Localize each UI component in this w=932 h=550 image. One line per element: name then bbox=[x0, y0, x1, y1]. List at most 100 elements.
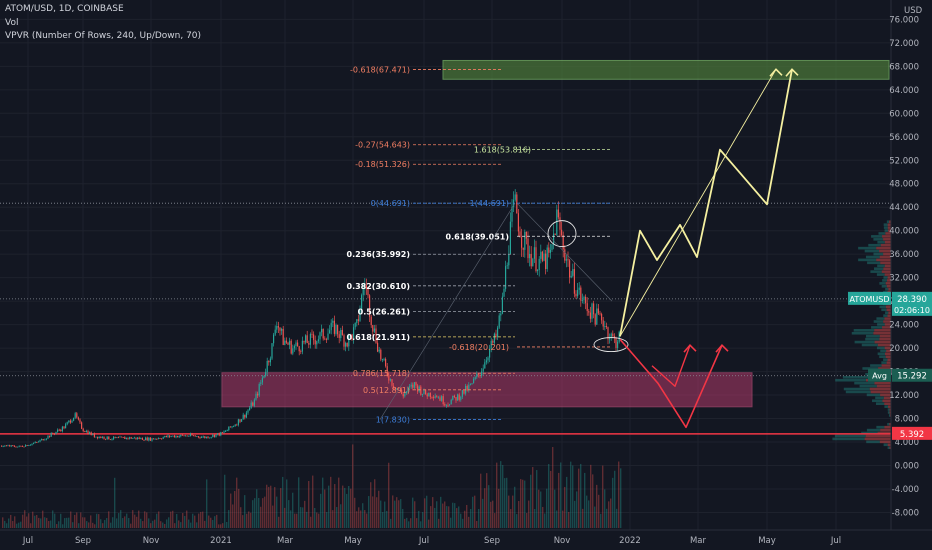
candle-body bbox=[17, 446, 19, 448]
candle-body bbox=[389, 379, 391, 381]
avg-tag-bg bbox=[868, 368, 891, 382]
volume-bar bbox=[4, 520, 6, 528]
candle-body bbox=[356, 319, 358, 324]
volume-bar bbox=[304, 500, 306, 528]
vpvr-row-down bbox=[876, 246, 891, 250]
volume-bar bbox=[14, 516, 16, 528]
vpvr-row-up bbox=[873, 320, 884, 323]
volume-bar bbox=[290, 510, 292, 528]
candle-body bbox=[337, 324, 339, 335]
candle-body bbox=[604, 326, 606, 327]
candle-body bbox=[236, 424, 238, 426]
volume-bar bbox=[256, 489, 258, 528]
candle-body bbox=[189, 433, 191, 436]
volume-bar bbox=[366, 513, 368, 528]
candle-body bbox=[84, 431, 86, 433]
candle-body bbox=[255, 393, 257, 400]
vpvr-row-up bbox=[873, 267, 884, 270]
candle-body bbox=[565, 259, 567, 261]
volume-bar bbox=[554, 489, 556, 528]
volume-bar bbox=[606, 508, 608, 528]
candle-body bbox=[397, 388, 399, 390]
vpvr-row-down bbox=[884, 402, 891, 405]
volume-bar bbox=[592, 474, 594, 528]
vpvr-row-up bbox=[883, 358, 888, 361]
price-tick-label: 40.000 bbox=[889, 227, 919, 237]
volume-bar bbox=[170, 511, 172, 528]
volume-bar bbox=[204, 520, 206, 528]
vpvr-row-up bbox=[873, 238, 884, 241]
candle-body bbox=[612, 333, 614, 336]
candle-body bbox=[133, 437, 135, 439]
time-tick-label: Nov bbox=[143, 536, 160, 546]
candle-body bbox=[284, 340, 286, 345]
volume-bar bbox=[494, 513, 496, 528]
candle-body bbox=[607, 327, 609, 340]
candle-body bbox=[415, 382, 417, 386]
candle-body bbox=[130, 437, 132, 439]
vpvr-row-down bbox=[879, 337, 891, 341]
candle-body bbox=[533, 247, 535, 259]
candle-body bbox=[229, 426, 231, 428]
volume-bar bbox=[424, 498, 426, 528]
candle-body bbox=[132, 438, 134, 439]
vpvr-row-up bbox=[875, 396, 884, 400]
volume-bar bbox=[338, 477, 340, 528]
candle-body bbox=[167, 435, 169, 437]
vpvr-row-up bbox=[865, 337, 880, 341]
candle-body bbox=[378, 349, 380, 352]
fib-0382-label: 0.382(30.610) bbox=[347, 282, 411, 291]
candle-body bbox=[501, 296, 503, 314]
vpvr-row-up bbox=[887, 422, 890, 426]
volume-bar bbox=[444, 501, 446, 528]
candle-body bbox=[12, 445, 14, 447]
vpvr-row-up bbox=[853, 329, 875, 332]
fib2-1-label: 1(44.691) bbox=[470, 199, 509, 208]
candle-body bbox=[327, 333, 329, 340]
symbol-title[interactable]: ATOM/USD, 1D, COINBASE bbox=[5, 4, 124, 14]
volume-bar bbox=[174, 523, 176, 528]
volume-bar bbox=[298, 477, 300, 528]
vpvr-row-down bbox=[887, 226, 891, 229]
volume-bar bbox=[576, 491, 578, 528]
candle-body bbox=[263, 375, 265, 378]
candle-body bbox=[42, 439, 44, 441]
volume-bar bbox=[430, 506, 432, 528]
volume-bar bbox=[418, 510, 420, 528]
volume-bar bbox=[572, 465, 574, 528]
vpvr-row-down bbox=[876, 258, 891, 262]
candle-body bbox=[285, 340, 287, 343]
volume-bar bbox=[330, 476, 332, 528]
candle-body bbox=[541, 251, 543, 261]
volume-bar bbox=[178, 520, 180, 528]
volume-bar bbox=[48, 520, 50, 528]
volume-bar bbox=[336, 507, 338, 528]
time-tick-label: Jul bbox=[830, 536, 841, 546]
volume-bar bbox=[340, 504, 342, 528]
volume-bar bbox=[112, 517, 114, 528]
volume-bar bbox=[334, 484, 336, 528]
vpvr-row-up bbox=[875, 402, 885, 405]
candle-body bbox=[268, 360, 270, 363]
candle-body bbox=[116, 437, 118, 439]
candle-body bbox=[213, 434, 215, 437]
volume-bar bbox=[306, 511, 308, 528]
vpvr-indicator-label[interactable]: VPVR (Number Of Rows, 240, Up/Down, 70) bbox=[5, 31, 202, 41]
candle-body bbox=[346, 342, 348, 347]
candle-body bbox=[522, 247, 524, 250]
volume-bar bbox=[578, 468, 580, 528]
candle-body bbox=[109, 439, 111, 441]
volume-bar bbox=[368, 496, 370, 528]
candle-body bbox=[559, 217, 561, 230]
volume-bar bbox=[2, 517, 4, 528]
candle-body bbox=[325, 338, 327, 340]
yellow-arrowhead-2 bbox=[769, 68, 783, 77]
vol-indicator-label[interactable]: Vol bbox=[5, 18, 19, 28]
vpvr-row-up bbox=[885, 311, 889, 315]
candle-body bbox=[146, 437, 148, 441]
vpvr-row-up bbox=[877, 240, 885, 244]
candle-body bbox=[244, 414, 246, 418]
volume-bar bbox=[462, 518, 464, 528]
